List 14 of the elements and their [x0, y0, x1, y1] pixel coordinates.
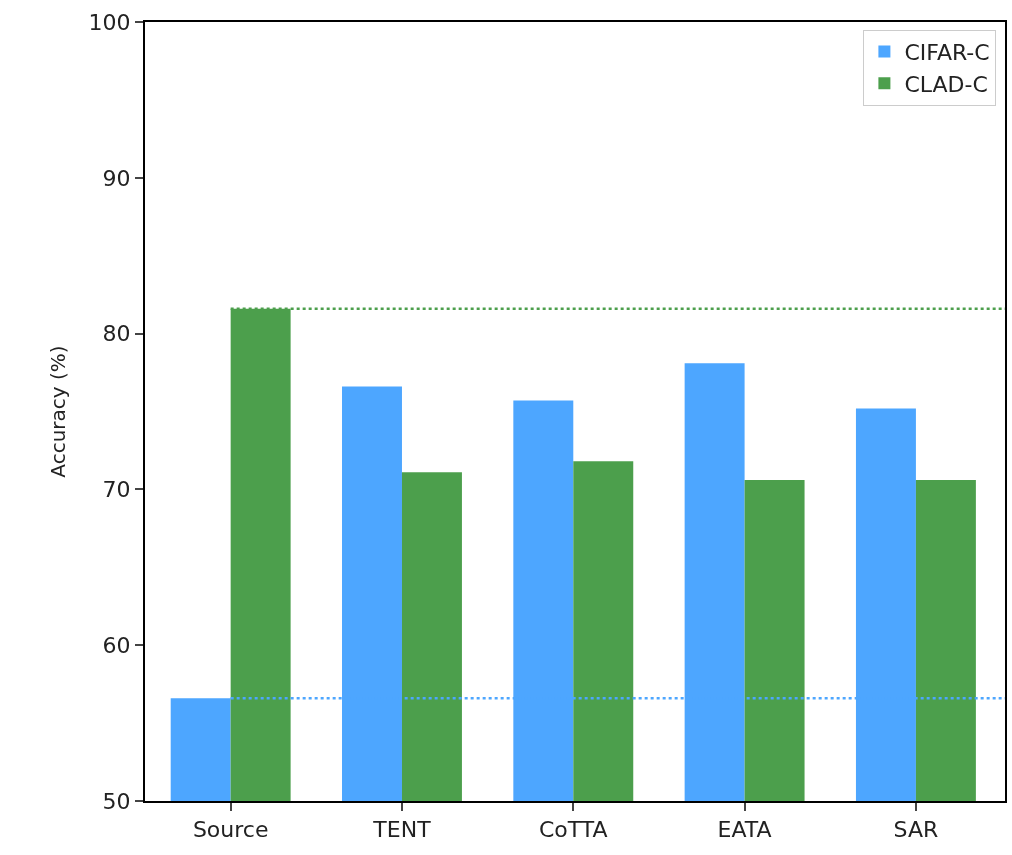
x-tick-label: TENT: [372, 817, 432, 843]
y-axis-title: Accuracy (%): [45, 345, 70, 478]
y-tick-label: 90: [102, 165, 131, 191]
x-tick-label: SAR: [893, 817, 939, 843]
y-tick-label: 100: [88, 9, 131, 35]
legend-label: CLAD-C: [904, 71, 988, 97]
y-tick-label: 80: [102, 321, 131, 347]
y-tick-label: 50: [102, 788, 131, 814]
legend-label: CIFAR-C: [904, 40, 990, 66]
y-tick-label: 60: [102, 632, 131, 658]
x-tick-label: Source: [192, 817, 269, 843]
x-tick-label: CoTTA: [538, 817, 608, 843]
x-tick-label: EATA: [717, 817, 772, 843]
y-tick-label: 70: [102, 477, 131, 503]
